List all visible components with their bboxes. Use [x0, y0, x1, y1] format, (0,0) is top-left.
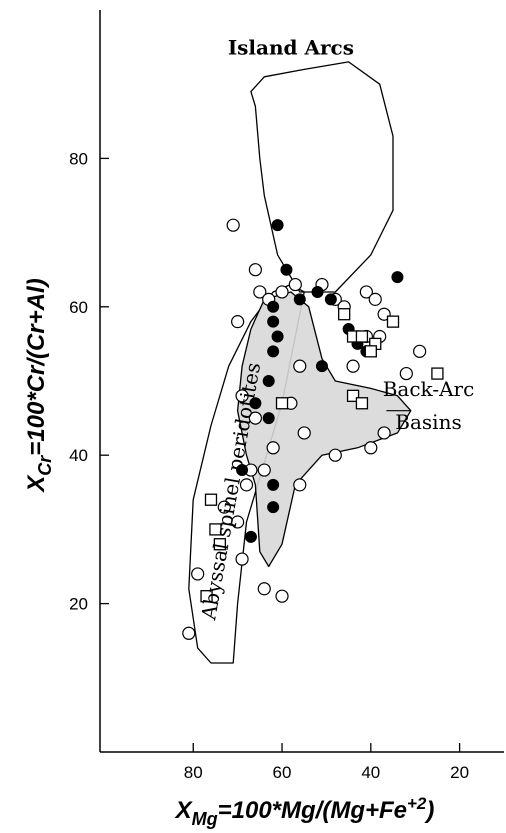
x-tick-label-60: 60	[273, 763, 292, 782]
point-open-square-0	[338, 308, 351, 321]
point-filled-circle-0	[271, 219, 284, 232]
point-open-circle-3	[253, 285, 267, 299]
y-axis-title-part: X	[23, 474, 50, 494]
x-tick-label-80: 80	[184, 763, 203, 782]
point-open-circle-17	[346, 359, 360, 373]
point-open-circle-33	[235, 552, 249, 566]
point-open-circle-18	[293, 359, 307, 373]
point-filled-circle-6	[267, 315, 280, 328]
point-open-circle-15	[413, 344, 427, 358]
y-axis-title: XCr=100*Cr/(Cr+Al)	[23, 278, 55, 493]
x-axis-title-part: =100*Mg/(Mg+Fe	[218, 797, 407, 824]
x-axis-title-part: )	[423, 797, 434, 824]
point-open-circle-22	[297, 426, 311, 440]
point-filled-circle-9	[315, 360, 328, 373]
y-tick-label-40: 40	[69, 446, 88, 465]
point-open-circle-32	[217, 500, 231, 514]
point-open-square-4	[386, 315, 400, 328]
point-filled-circle-16	[262, 412, 275, 425]
point-open-circle-28	[257, 463, 271, 477]
point-open-circle-26	[266, 441, 280, 455]
point-filled-circle-20	[244, 530, 257, 543]
chart-points	[182, 218, 444, 640]
point-open-square-9	[275, 397, 289, 410]
point-filled-circle-5	[267, 300, 280, 313]
y-axis-title-part: Cr	[35, 455, 55, 476]
point-open-circle-19	[235, 389, 249, 403]
point-filled-circle-2	[293, 293, 306, 306]
point-filled-circle-1	[280, 263, 293, 276]
point-filled-circle-7	[271, 330, 284, 343]
point-open-square-11	[209, 523, 222, 536]
point-open-square-2	[355, 330, 369, 343]
point-filled-circle-8	[267, 345, 280, 358]
annotation-3: Abyssal spinel peridotites	[196, 361, 265, 623]
point-open-square-8	[431, 367, 444, 380]
point-filled-circle-3	[311, 285, 324, 298]
point-open-circle-34	[191, 567, 205, 581]
x-axis-title-part: X	[174, 797, 194, 824]
chart-ticks: 20 40 60 80 80 60 40 20	[69, 149, 469, 782]
point-open-square-7	[355, 397, 369, 410]
point-open-circle-30	[239, 478, 254, 492]
point-open-square-12	[213, 538, 227, 551]
chart-axis-titles: XMg=100*Mg/(Mg+Fe+2)XCr=100*Cr/(Cr+Al)	[23, 278, 434, 829]
point-open-square-13	[200, 590, 213, 603]
annotation-0: Island Arcs	[228, 36, 354, 60]
y-tick-label-80: 80	[69, 149, 88, 168]
y-axis-title-part: =100*Cr/(Cr+Al)	[23, 278, 50, 455]
point-open-circle-23	[328, 448, 342, 462]
annotation-1: Back-Arc	[383, 377, 475, 401]
chart-axes	[99, 10, 504, 753]
point-filled-circle-15	[249, 397, 262, 410]
point-filled-circle-14	[262, 375, 275, 387]
point-open-circle-29	[293, 478, 307, 492]
point-open-circle-11	[368, 292, 382, 306]
x-axis-title-part: +2	[407, 794, 427, 813]
point-open-square-6	[346, 389, 360, 402]
point-open-circle-5	[275, 285, 289, 299]
point-filled-circle-13	[391, 271, 404, 284]
point-open-circle-6	[288, 277, 302, 292]
point-open-circle-1	[248, 263, 262, 277]
region-0	[250, 61, 394, 293]
y-tick-label-60: 60	[69, 298, 88, 317]
point-open-circle-10	[359, 285, 373, 299]
y-tick-label-20: 20	[69, 595, 88, 614]
point-open-circle-31	[231, 515, 245, 529]
point-open-circle-37	[275, 589, 289, 603]
point-filled-circle-4	[324, 293, 337, 306]
point-open-circle-2	[231, 315, 245, 329]
x-axis-title: XMg=100*Mg/(Mg+Fe+2)	[174, 794, 435, 829]
point-open-circle-16	[399, 366, 413, 381]
point-open-circle-35	[182, 626, 196, 640]
x-axis-title-part: Mg	[192, 809, 218, 829]
point-filled-circle-19	[267, 501, 280, 514]
chart-annotations: Island Arcs Back-Arc Basins Abyssal spinel …	[196, 36, 474, 623]
point-open-circle-0	[226, 218, 240, 232]
point-filled-circle-18	[267, 478, 280, 491]
point-open-circle-24	[364, 441, 378, 455]
x-tick-label-40: 40	[361, 763, 380, 782]
point-open-square-10	[204, 493, 218, 506]
x-tick-label-20: 20	[450, 763, 469, 782]
point-open-square-5	[364, 345, 377, 358]
point-open-circle-25	[377, 426, 391, 440]
point-filled-circle-17	[236, 464, 249, 477]
point-open-circle-20	[248, 411, 262, 425]
point-open-circle-36	[257, 582, 271, 596]
annotation-2: Basins	[395, 410, 461, 434]
region-1	[188, 283, 305, 664]
